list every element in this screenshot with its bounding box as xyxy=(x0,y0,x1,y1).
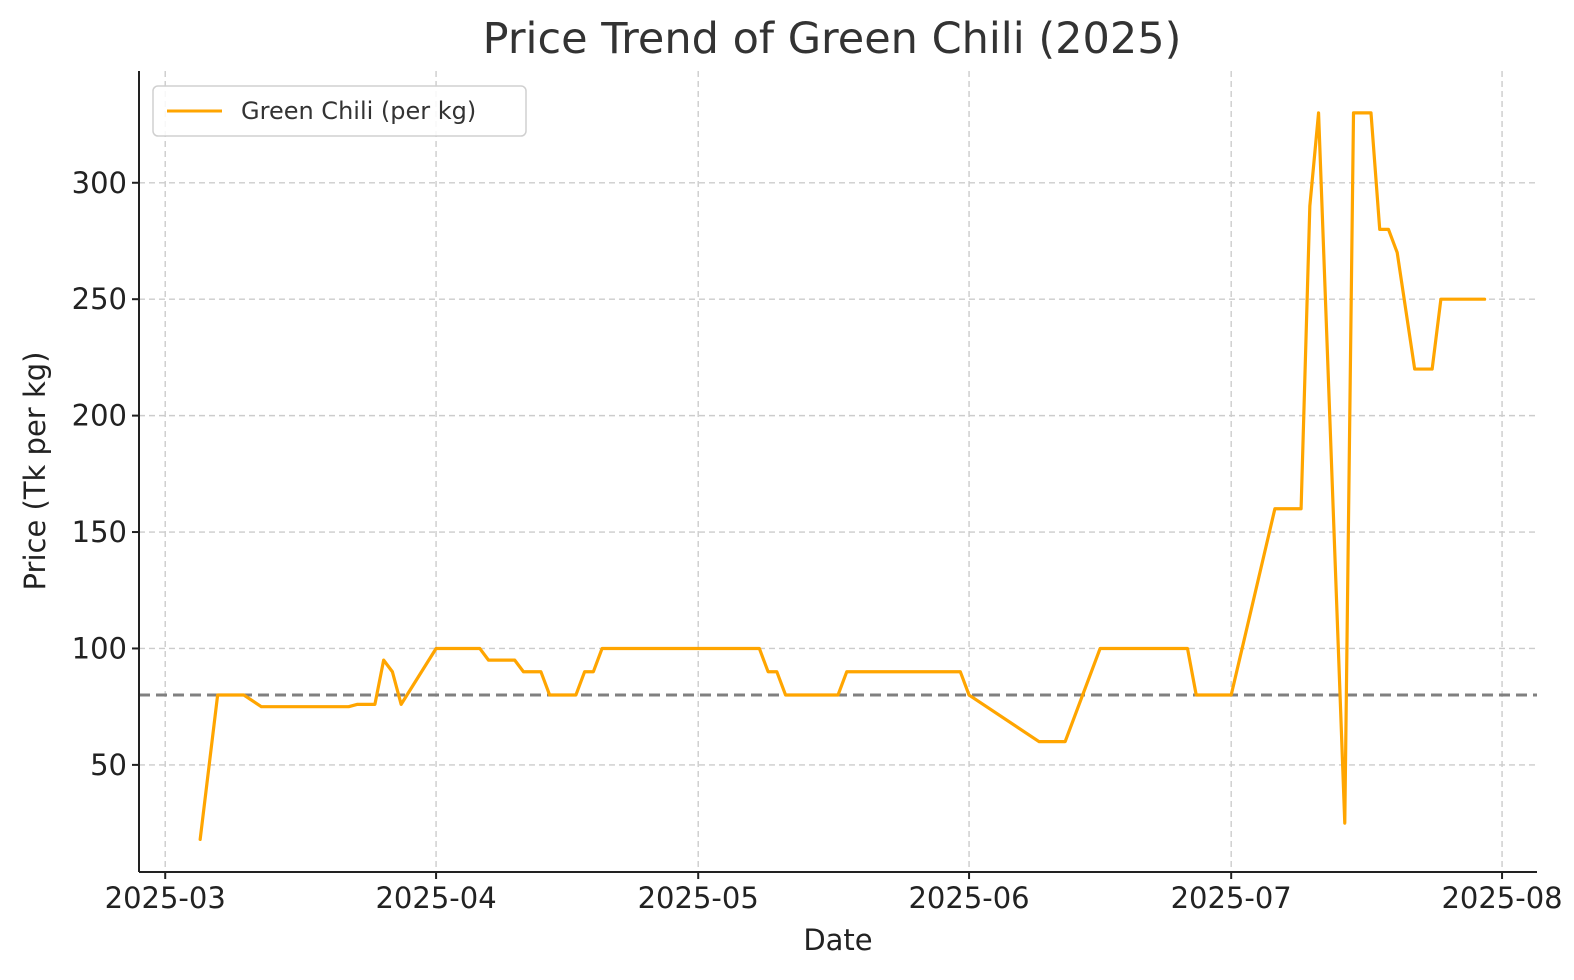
legend-frame xyxy=(152,85,527,137)
y-tick-label-150: 150 xyxy=(72,515,127,549)
x-tick-label-2025-08: 2025-08 xyxy=(1441,881,1562,915)
y-tick-label-250: 250 xyxy=(72,282,127,316)
y-tick-label-300: 300 xyxy=(72,166,127,200)
x-tick-label-2025-03: 2025-03 xyxy=(105,881,226,915)
x-axis-title: Date xyxy=(803,923,872,957)
tick-layer: 2025-03 2025-04 2025-05 2025-06 2025-07 2025-… xyxy=(72,166,1563,915)
x-tick-label-2025-06: 2025-06 xyxy=(908,881,1029,915)
y-tick-label-200: 200 xyxy=(72,399,127,433)
y-tick-label-100: 100 xyxy=(72,631,127,665)
chart-title: Price Trend of Green Chili (2025) xyxy=(483,14,1182,64)
legend-label: Green Chili (per kg) xyxy=(241,97,476,125)
x-tick-label-2025-07: 2025-07 xyxy=(1171,881,1292,915)
legend: Green Chili (per kg) xyxy=(152,85,527,137)
y-tick-label-50: 50 xyxy=(90,748,127,782)
series-layer xyxy=(198,111,1487,842)
x-tick-label-2025-05: 2025-05 xyxy=(638,881,759,915)
x-tick-label-2025-04: 2025-04 xyxy=(375,881,496,915)
series-line-0 xyxy=(198,111,1487,842)
y-axis-title: Price (Tk per kg) xyxy=(18,352,52,591)
grid-layer xyxy=(139,71,1537,872)
